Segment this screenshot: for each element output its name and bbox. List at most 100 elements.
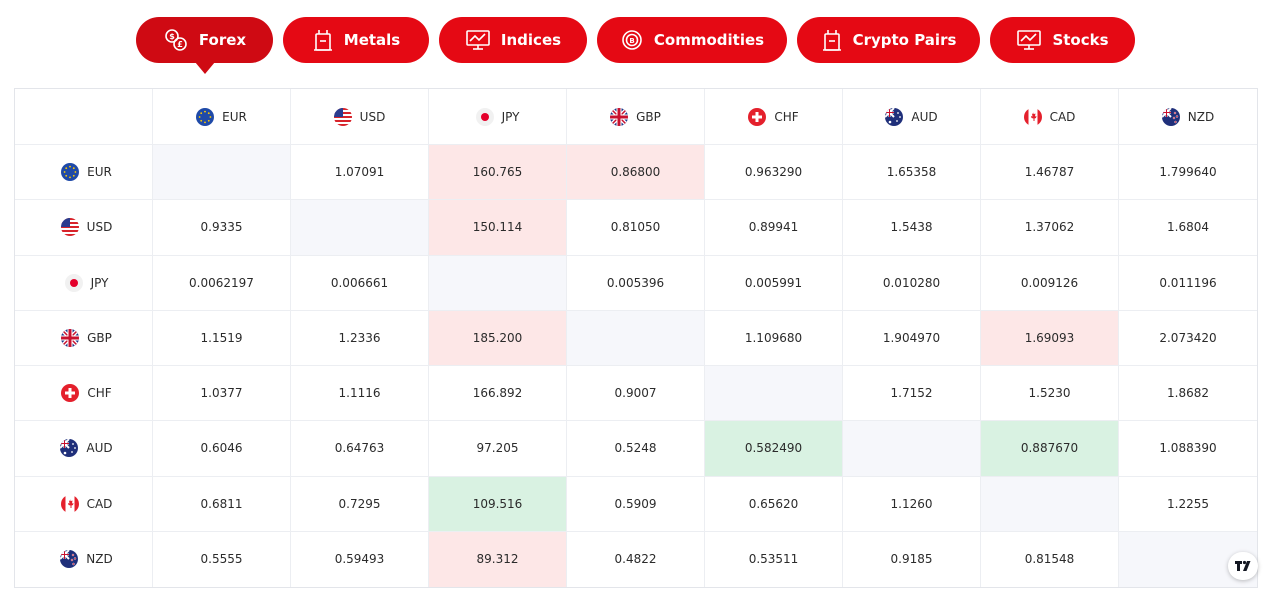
rate-cell-usd-gbp[interactable]: 0.81050 xyxy=(567,200,705,256)
tab-label: Indices xyxy=(500,31,562,49)
rate-cell-jpy-usd[interactable]: 0.006661 xyxy=(291,255,429,311)
rate-cell-chf-usd[interactable]: 1.1116 xyxy=(291,366,429,422)
rate-cell-jpy-eur[interactable]: 0.0062197 xyxy=(153,255,291,311)
rate-cell-nzd-jpy[interactable]: 89.312 xyxy=(429,531,567,587)
rate-cell-aud-jpy[interactable]: 97.205 xyxy=(429,421,567,477)
currency-label: CHF xyxy=(774,109,799,124)
gbp-flag-icon xyxy=(610,107,629,126)
nzd-flag-icon xyxy=(1161,107,1180,126)
rate-cell-jpy-nzd[interactable]: 0.011196 xyxy=(1119,256,1257,311)
tab-forex[interactable]: $ £ Forex xyxy=(136,17,273,74)
rate-cell-gbp-aud[interactable]: 1.904970 xyxy=(843,310,981,366)
rate-cell-jpy-jpy xyxy=(429,255,567,311)
currency-label: JPY xyxy=(501,109,520,124)
rate-cell-jpy-chf[interactable]: 0.005991 xyxy=(705,255,843,311)
rate-cell-usd-aud[interactable]: 1.5438 xyxy=(843,200,981,256)
rate-cell-aud-chf[interactable]: 0.582490 xyxy=(705,421,843,477)
currency-label: CAD xyxy=(1049,109,1076,124)
rate-cell-nzd-eur[interactable]: 0.5555 xyxy=(153,531,291,587)
rate-cell-eur-aud[interactable]: 1.65358 xyxy=(843,145,981,201)
stocks-icon xyxy=(1016,29,1042,51)
rate-cell-usd-nzd[interactable]: 1.6804 xyxy=(1119,200,1257,256)
rate-cell-cad-nzd[interactable]: 1.2255 xyxy=(1119,477,1257,532)
rate-cell-aud-usd[interactable]: 0.64763 xyxy=(291,421,429,477)
rate-cell-usd-cad[interactable]: 1.37062 xyxy=(981,200,1119,256)
rate-cell-aud-gbp[interactable]: 0.5248 xyxy=(567,421,705,477)
rate-cell-chf-aud[interactable]: 1.7152 xyxy=(843,366,981,422)
rate-cell-aud-eur[interactable]: 0.6046 xyxy=(153,421,291,477)
rate-cell-cad-chf[interactable]: 0.65620 xyxy=(705,476,843,532)
rate-cell-chf-gbp[interactable]: 0.9007 xyxy=(567,366,705,422)
svg-text:$: $ xyxy=(169,32,175,41)
rate-cell-chf-jpy[interactable]: 166.892 xyxy=(429,366,567,422)
tab-stocks[interactable]: Stocks xyxy=(990,17,1135,63)
rate-cell-usd-usd xyxy=(291,200,429,256)
rate-cell-gbp-usd[interactable]: 1.2336 xyxy=(291,310,429,366)
rate-cell-gbp-jpy[interactable]: 185.200 xyxy=(429,310,567,366)
currency-label: CAD xyxy=(86,496,113,511)
nzd-flag-icon xyxy=(60,550,79,569)
currency-label: NZD xyxy=(1187,109,1215,124)
tab-label: Commodities xyxy=(653,31,765,49)
row-header-nzd: NZD xyxy=(15,531,153,587)
rate-cell-cad-jpy[interactable]: 109.516 xyxy=(429,476,567,532)
currency-label: NZD xyxy=(86,552,113,567)
rate-cell-cad-usd[interactable]: 0.7295 xyxy=(291,476,429,532)
rate-cell-nzd-usd[interactable]: 0.59493 xyxy=(291,531,429,587)
rate-cell-cad-gbp[interactable]: 0.5909 xyxy=(567,476,705,532)
rate-cell-eur-cad[interactable]: 1.46787 xyxy=(981,145,1119,201)
rate-cell-gbp-cad[interactable]: 1.69093 xyxy=(981,310,1119,366)
rate-cell-gbp-eur[interactable]: 1.1519 xyxy=(153,310,291,366)
rate-cell-usd-jpy[interactable]: 150.114 xyxy=(429,200,567,256)
tab-label: Forex xyxy=(198,31,247,49)
column-header-cad: CAD xyxy=(981,89,1119,145)
rate-cell-chf-nzd[interactable]: 1.8682 xyxy=(1119,366,1257,422)
tradingview-logo-icon[interactable] xyxy=(1228,552,1258,580)
column-header-nzd: NZD xyxy=(1119,89,1257,145)
chf-flag-icon xyxy=(748,107,767,126)
tab-indices[interactable]: Indices xyxy=(439,17,587,63)
usd-flag-icon xyxy=(333,107,352,126)
currency-label: JPY xyxy=(90,275,109,290)
rate-cell-gbp-nzd[interactable]: 2.073420 xyxy=(1119,311,1257,366)
rate-cell-cad-aud[interactable]: 1.1260 xyxy=(843,476,981,532)
row-header-chf: CHF xyxy=(15,366,153,422)
tab-label: Metals xyxy=(343,31,401,49)
rate-cell-jpy-gbp[interactable]: 0.005396 xyxy=(567,255,705,311)
rate-cell-chf-chf xyxy=(705,366,843,422)
tab-metals[interactable]: Metals xyxy=(283,17,429,63)
rate-cell-gbp-chf[interactable]: 1.109680 xyxy=(705,310,843,366)
tab-crypto-pairs[interactable]: Crypto Pairs xyxy=(797,17,980,63)
eur-flag-icon xyxy=(61,163,80,182)
rate-cell-eur-chf[interactable]: 0.963290 xyxy=(705,145,843,201)
cad-flag-icon xyxy=(60,494,79,513)
row-header-eur: EUR xyxy=(15,145,153,201)
rate-cell-chf-cad[interactable]: 1.5230 xyxy=(981,366,1119,422)
rate-cell-eur-nzd[interactable]: 1.799640 xyxy=(1119,145,1257,201)
rate-cell-chf-eur[interactable]: 1.0377 xyxy=(153,366,291,422)
rate-cell-nzd-chf[interactable]: 0.53511 xyxy=(705,531,843,587)
rate-cell-aud-cad[interactable]: 0.887670 xyxy=(981,421,1119,477)
column-header-gbp: GBP xyxy=(567,89,705,145)
tab-commodities[interactable]: B Commodities xyxy=(597,17,787,63)
rate-cell-nzd-cad[interactable]: 0.81548 xyxy=(981,531,1119,587)
currency-label: GBP xyxy=(87,330,112,345)
column-header-aud: AUD xyxy=(843,89,981,145)
rate-cell-usd-chf[interactable]: 0.89941 xyxy=(705,200,843,256)
rate-cell-nzd-aud[interactable]: 0.9185 xyxy=(843,531,981,587)
rate-cell-aud-aud xyxy=(843,421,981,477)
rate-cell-cad-eur[interactable]: 0.6811 xyxy=(153,476,291,532)
rate-cell-nzd-gbp[interactable]: 0.4822 xyxy=(567,531,705,587)
rate-cell-eur-gbp[interactable]: 0.86800 xyxy=(567,145,705,201)
column-header-chf: CHF xyxy=(705,89,843,145)
rate-cell-jpy-cad[interactable]: 0.009126 xyxy=(981,255,1119,311)
rate-cell-aud-nzd[interactable]: 1.088390 xyxy=(1119,421,1257,477)
rate-cell-usd-eur[interactable]: 0.9335 xyxy=(153,200,291,256)
column-header-jpy: JPY xyxy=(429,89,567,145)
rate-cell-jpy-aud[interactable]: 0.010280 xyxy=(843,255,981,311)
tab-label: Stocks xyxy=(1052,31,1109,49)
row-header-cad: CAD xyxy=(15,476,153,532)
rate-cell-eur-usd[interactable]: 1.07091 xyxy=(291,145,429,201)
table-corner xyxy=(15,89,153,145)
rate-cell-eur-jpy[interactable]: 160.765 xyxy=(429,145,567,201)
